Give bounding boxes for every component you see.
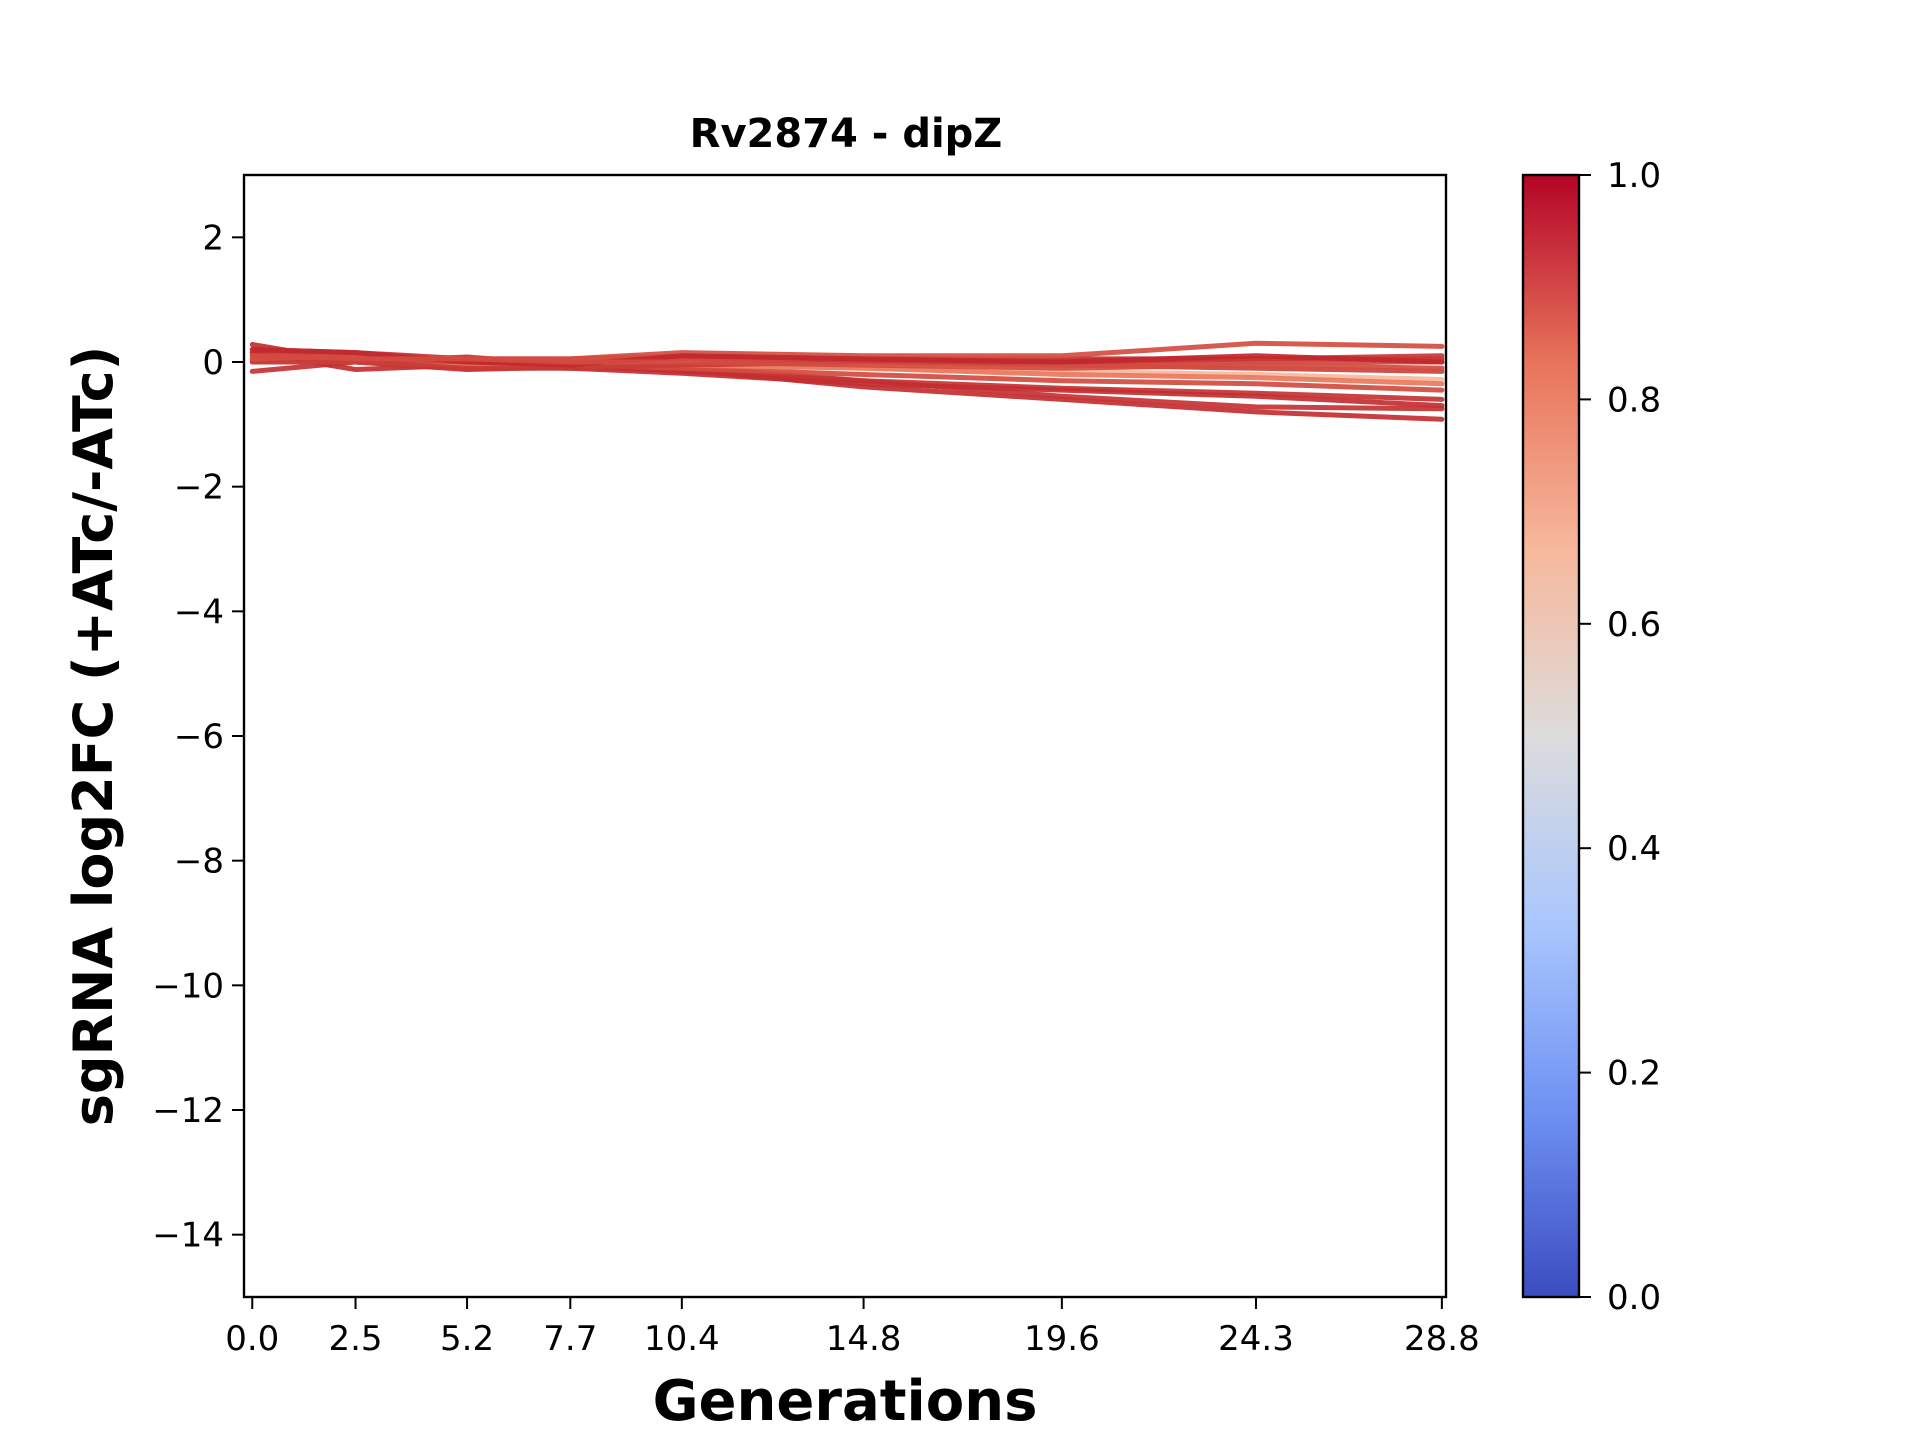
x-tick-label: 19.6 <box>1024 1319 1100 1359</box>
x-axis-label: Generations <box>653 1369 1038 1434</box>
y-tick-label: 2 <box>202 218 224 258</box>
x-tick-label: 2.5 <box>328 1319 382 1359</box>
colorbar: 0.0 0.2 0.4 0.6 0.8 1.0 <box>1521 156 1661 1318</box>
y-tick-label: −4 <box>174 592 224 632</box>
y-tick-label: −8 <box>174 842 224 882</box>
y-axis: 2 0 −2 −4 −6 −8 −10 −12 −14 <box>152 218 244 1256</box>
y-tick-label: −12 <box>152 1091 224 1131</box>
x-tick-label: 28.8 <box>1404 1319 1480 1359</box>
plot-lines <box>249 340 1445 422</box>
colorbar-tick-label: 0.2 <box>1607 1054 1661 1094</box>
y-tick-label: −6 <box>174 717 224 757</box>
colorbar-tick-label: 0.0 <box>1607 1278 1661 1318</box>
x-tick-label: 24.3 <box>1218 1319 1294 1359</box>
colorbar-tick-label: 0.6 <box>1607 605 1661 645</box>
y-axis-label: sgRNA log2FC (+ATc/-ATc) <box>62 346 125 1127</box>
x-tick-label: 0.0 <box>225 1319 279 1359</box>
y-tick-label: −2 <box>174 468 224 508</box>
x-tick-label: 14.8 <box>826 1319 902 1359</box>
series-line-13 <box>249 347 1445 368</box>
chart-title: Rv2874 - dipZ <box>690 111 1003 157</box>
series-line-14 <box>249 353 1445 371</box>
x-axis: 0.0 2.5 5.2 7.7 10.4 14.8 19.6 24.3 28.8 <box>225 1297 1480 1359</box>
y-tick-label: −10 <box>152 966 224 1006</box>
x-tick-label: 7.7 <box>543 1319 597 1359</box>
colorbar-ticks: 0.0 0.2 0.4 0.6 0.8 1.0 <box>1579 156 1661 1318</box>
x-tick-label: 5.2 <box>440 1319 494 1359</box>
colorbar-tick-label: 1.0 <box>1607 156 1661 196</box>
y-tick-label: 0 <box>202 343 224 383</box>
series-line-4 <box>249 350 1445 409</box>
colorbar-tick-label: 0.8 <box>1607 380 1661 420</box>
colorbar-gradient <box>1521 173 1581 1299</box>
y-tick-label: −14 <box>152 1216 224 1256</box>
x-tick-label: 10.4 <box>644 1319 720 1359</box>
colorbar-tick-label: 0.4 <box>1607 829 1661 869</box>
